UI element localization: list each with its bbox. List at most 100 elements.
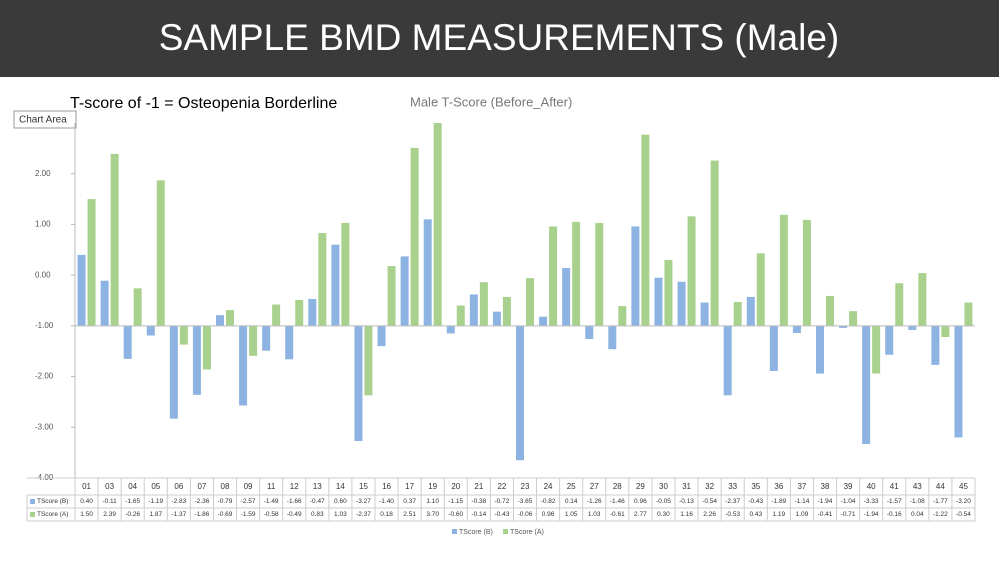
table-cell: -0.05 [656, 498, 671, 505]
x-tick-label: 20 [451, 482, 460, 491]
x-tick-label: 12 [290, 482, 299, 491]
table-cell: -0.06 [518, 511, 533, 518]
row-label: TScore (B) [37, 498, 68, 505]
table-cell: 1.03 [334, 511, 347, 518]
bar [469, 294, 478, 326]
bar [756, 253, 765, 326]
x-tick-label: 23 [521, 482, 530, 491]
y-tick-label: -3.00 [35, 422, 54, 431]
bar [216, 315, 224, 326]
table-cell: -1.04 [841, 498, 856, 505]
table-cell: -0.71 [841, 511, 856, 518]
table-cell: 0.18 [380, 511, 393, 518]
x-tick-label: 45 [959, 482, 968, 491]
annotation: T-score of -1 = Osteopenia Borderline [70, 95, 337, 112]
table-cell: -1.86 [195, 511, 210, 518]
legend-key [30, 499, 35, 504]
bar [169, 325, 178, 419]
bar [526, 278, 534, 326]
table-cell: 1.19 [773, 511, 786, 518]
bar [839, 325, 848, 328]
bar [387, 266, 396, 326]
table-cell: -0.82 [541, 498, 556, 505]
bar [516, 325, 524, 461]
table-cell: -0.26 [125, 511, 140, 518]
y-tick-label: 1.00 [35, 220, 51, 229]
x-tick-label: 04 [128, 482, 137, 491]
table-cell: -1.15 [448, 498, 463, 505]
y-tick-label: -1.00 [35, 321, 54, 330]
table-cell: -0.16 [887, 511, 902, 518]
bar [341, 222, 350, 326]
row-label: TScore (A) [37, 511, 68, 518]
bar [308, 298, 317, 326]
x-tick-label: 29 [636, 482, 645, 491]
bar [262, 325, 271, 351]
legend-label: TScore (A) [510, 529, 544, 536]
table-cell: -1.46 [610, 498, 625, 505]
x-tick-label: 15 [359, 482, 368, 491]
table-cell: 1.16 [680, 511, 693, 518]
table-cell: -0.43 [495, 511, 510, 518]
x-tick-label: 19 [428, 482, 437, 491]
bar [654, 277, 663, 326]
bar [479, 282, 488, 326]
table-cell: -0.13 [679, 498, 694, 505]
bar [664, 259, 673, 326]
bar [433, 123, 442, 326]
bar [802, 219, 811, 326]
table-cell: -1.66 [287, 498, 302, 505]
x-tick-label: 01 [82, 482, 91, 491]
table-cell: -1.77 [933, 498, 948, 505]
table-cell: -0.54 [956, 511, 971, 518]
bar [631, 226, 640, 326]
bar [110, 153, 119, 326]
x-tick-label: 08 [221, 482, 230, 491]
table-cell: -2.37 [725, 498, 740, 505]
bar [354, 325, 363, 441]
y-tick-label: 0.00 [35, 270, 51, 279]
table-cell: -1.22 [933, 511, 948, 518]
table-cell: 0.96 [634, 498, 647, 505]
x-tick-label: 32 [705, 482, 714, 491]
bar [954, 325, 963, 438]
bar [249, 325, 258, 356]
bar [908, 325, 917, 330]
table-cell: -1.89 [771, 498, 786, 505]
header-bar [0, 0, 999, 77]
table-cell: -2.83 [171, 498, 186, 505]
table-cell: 2.77 [634, 511, 647, 518]
x-tick-label: 39 [844, 482, 853, 491]
tooltip[interactable]: Chart Area [19, 115, 67, 126]
table-cell: 0.30 [657, 511, 670, 518]
table-cell: 0.04 [911, 511, 924, 518]
table-cell: 1.05 [565, 511, 578, 518]
bar [608, 325, 617, 350]
legend-key [503, 529, 508, 534]
bar [179, 325, 188, 345]
bar [700, 302, 709, 326]
x-tick-label: 13 [313, 482, 322, 491]
table-cell: -0.53 [725, 511, 740, 518]
table-cell: 0.96 [542, 511, 555, 518]
bar [423, 219, 432, 326]
bar [377, 325, 386, 347]
bar [941, 325, 950, 338]
x-tick-label: 21 [474, 482, 483, 491]
table-cell: -0.41 [818, 511, 833, 518]
bar [618, 306, 627, 326]
x-tick-label: 38 [821, 482, 830, 491]
x-tick-label: 25 [567, 482, 576, 491]
table-cell: -3.65 [518, 498, 533, 505]
table-cell: 0.60 [334, 498, 347, 505]
legend-key [452, 529, 457, 534]
table-cell: -1.19 [148, 498, 163, 505]
table-cell: 0.37 [403, 498, 416, 505]
bar [492, 311, 501, 326]
table-cell: -1.37 [171, 511, 186, 518]
bar [964, 302, 973, 326]
x-tick-label: 07 [197, 482, 206, 491]
bar [100, 280, 109, 326]
x-tick-label: 36 [774, 482, 783, 491]
tooltip-box[interactable] [13, 110, 77, 129]
